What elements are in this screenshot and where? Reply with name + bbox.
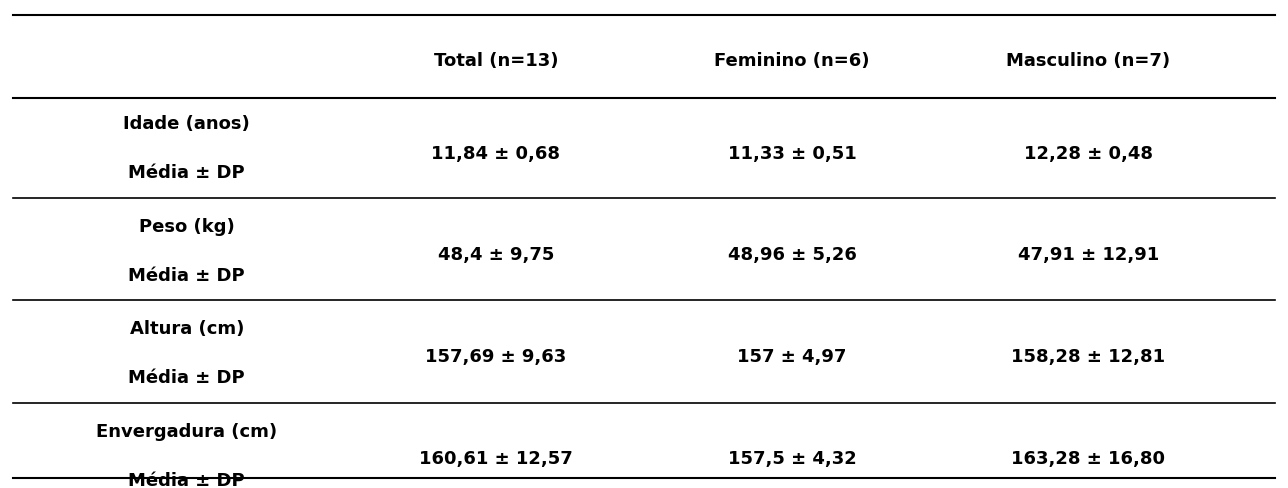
Text: 160,61 ± 12,57: 160,61 ± 12,57 (419, 450, 573, 468)
Text: Média ± DP: Média ± DP (129, 369, 245, 387)
Text: Média ± DP: Média ± DP (129, 267, 245, 285)
Text: Média ± DP: Média ± DP (129, 472, 245, 488)
Text: 11,33 ± 0,51: 11,33 ± 0,51 (728, 145, 857, 163)
Text: Peso (kg): Peso (kg) (139, 218, 234, 236)
Text: 12,28 ± 0,48: 12,28 ± 0,48 (1024, 145, 1153, 163)
Text: Total (n=13): Total (n=13) (434, 52, 558, 70)
Text: Idade (anos): Idade (anos) (124, 116, 250, 133)
Text: 11,84 ± 0,68: 11,84 ± 0,68 (431, 145, 560, 163)
Text: 158,28 ± 12,81: 158,28 ± 12,81 (1011, 348, 1166, 366)
Text: 157,69 ± 9,63: 157,69 ± 9,63 (425, 348, 567, 366)
Text: Envergadura (cm): Envergadura (cm) (97, 423, 277, 441)
Text: Masculino (n=7): Masculino (n=7) (1006, 52, 1171, 70)
Text: 157 ± 4,97: 157 ± 4,97 (738, 348, 846, 366)
Text: Altura (cm): Altura (cm) (130, 321, 243, 338)
Text: 163,28 ± 16,80: 163,28 ± 16,80 (1011, 450, 1166, 468)
Text: Feminino (n=6): Feminino (n=6) (715, 52, 869, 70)
Text: 48,96 ± 5,26: 48,96 ± 5,26 (728, 246, 857, 264)
Text: 48,4 ± 9,75: 48,4 ± 9,75 (438, 246, 554, 264)
Text: 47,91 ± 12,91: 47,91 ± 12,91 (1018, 246, 1159, 264)
Text: 157,5 ± 4,32: 157,5 ± 4,32 (728, 450, 857, 468)
Text: Média ± DP: Média ± DP (129, 164, 245, 182)
